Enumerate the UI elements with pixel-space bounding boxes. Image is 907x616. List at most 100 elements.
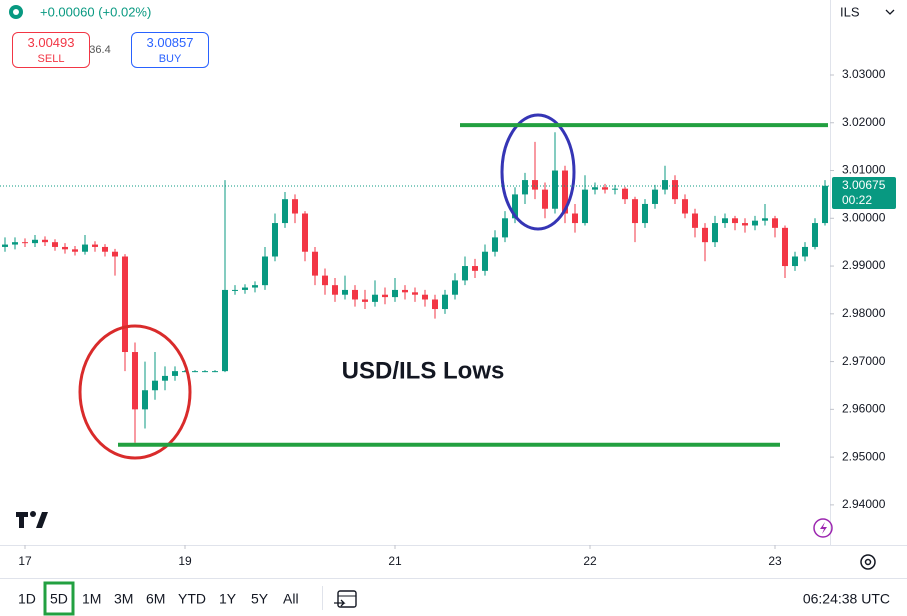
y-tick-label: 3.03000 [842, 67, 886, 81]
sell-label: SELL [37, 53, 65, 65]
candle-body [352, 289, 358, 300]
candle-body [222, 289, 228, 372]
x-tick-label: 19 [178, 554, 192, 568]
range-button[interactable]: 6M [146, 591, 165, 607]
candle-body [592, 187, 598, 190]
candle-body [712, 223, 718, 243]
candle-body [772, 218, 778, 228]
candle-body [192, 371, 198, 373]
candle-body [802, 246, 808, 257]
candle-body [622, 188, 628, 200]
candle-body [72, 249, 78, 252]
calendar-icon[interactable] [334, 590, 357, 608]
candle-body [562, 170, 568, 214]
price-change: +0.00060 (+0.02%) [40, 4, 151, 19]
countdown: 00:22 [842, 193, 872, 207]
x-tick-label: 17 [18, 554, 32, 568]
candle-body [282, 199, 288, 224]
candle-body [432, 299, 438, 310]
candle-body [412, 292, 418, 295]
candle-body [492, 237, 498, 252]
alert-icon[interactable] [813, 518, 833, 538]
candle-body [442, 294, 448, 310]
circle-high [500, 113, 576, 231]
last-price-box [832, 177, 896, 210]
plot [2, 132, 828, 443]
currency[interactable]: ILS [840, 4, 860, 19]
candle-body [22, 242, 28, 244]
candle-body [542, 189, 548, 209]
candle-body [482, 251, 488, 271]
candle-body [422, 294, 428, 300]
candle-body [512, 194, 518, 219]
candle-body [572, 213, 578, 224]
last-price-label: 3.00675 [842, 178, 886, 192]
candle-body [382, 294, 388, 298]
candle-body [682, 199, 688, 214]
candle-body [822, 185, 828, 224]
circle-low [78, 324, 192, 460]
candle-body [292, 199, 298, 214]
currency-caret[interactable] [885, 9, 895, 15]
y-tick-label: 3.02000 [842, 115, 886, 129]
candle-body [362, 299, 368, 302]
tv-logo [16, 511, 48, 528]
buy-label: BUY [158, 53, 182, 65]
range-selected [43, 581, 75, 616]
settings-icon[interactable] [860, 554, 876, 570]
candle-body [672, 180, 678, 200]
candle-body [732, 218, 738, 224]
candle-body [322, 275, 328, 286]
candle-body [402, 289, 408, 293]
x-tick-label: 22 [583, 554, 597, 568]
candle-body [122, 256, 128, 353]
candle-body [692, 213, 698, 228]
candle-body [112, 251, 118, 257]
y-tick-label: 2.94000 [842, 497, 886, 511]
buy-price: 3.00857 [146, 35, 194, 50]
buy-button[interactable]: 3.00857 BUY [131, 32, 209, 68]
range-button[interactable]: 5D [50, 591, 68, 607]
status-dot-center [13, 9, 19, 15]
candle-body [742, 223, 748, 226]
candle-body [182, 371, 188, 373]
range-button[interactable]: 3M [114, 591, 133, 607]
sell-button[interactable]: 3.00493 SELL [12, 32, 90, 68]
candle-body [372, 294, 378, 302]
y-tick-label: 2.97000 [842, 354, 886, 368]
range-button[interactable]: 5Y [251, 591, 269, 607]
x-tick-label: 23 [768, 554, 782, 568]
candle-body [792, 256, 798, 267]
range-button[interactable]: All [283, 591, 299, 607]
candle-body [92, 244, 98, 247]
candle-body [502, 218, 508, 238]
candle-body [242, 287, 248, 290]
candle-body [142, 390, 148, 410]
candle-body [342, 289, 348, 295]
range-button[interactable]: YTD [178, 591, 206, 607]
range-button[interactable]: 1Y [219, 591, 237, 607]
candle-body [762, 218, 768, 221]
candle-body [212, 371, 218, 373]
candle-body [332, 285, 338, 295]
candle-body [52, 242, 58, 247]
spread: 36.4 [89, 44, 110, 56]
range-button[interactable]: 1M [82, 591, 101, 607]
candle-body [252, 285, 258, 288]
range-button[interactable]: 1D [18, 591, 36, 607]
candle-body [752, 220, 758, 226]
candle-body [42, 239, 48, 243]
y-tick-label: 2.99000 [842, 258, 886, 272]
candle-body [642, 203, 648, 224]
candle-body [12, 242, 18, 245]
candle-body [532, 180, 538, 190]
candle-body [812, 223, 818, 247]
candle-body [392, 289, 398, 298]
candle-body [32, 239, 38, 244]
candle-body [602, 187, 608, 190]
clock: 06:24:38 UTC [803, 591, 890, 607]
candle-body [722, 218, 728, 224]
candle-body [462, 266, 468, 281]
